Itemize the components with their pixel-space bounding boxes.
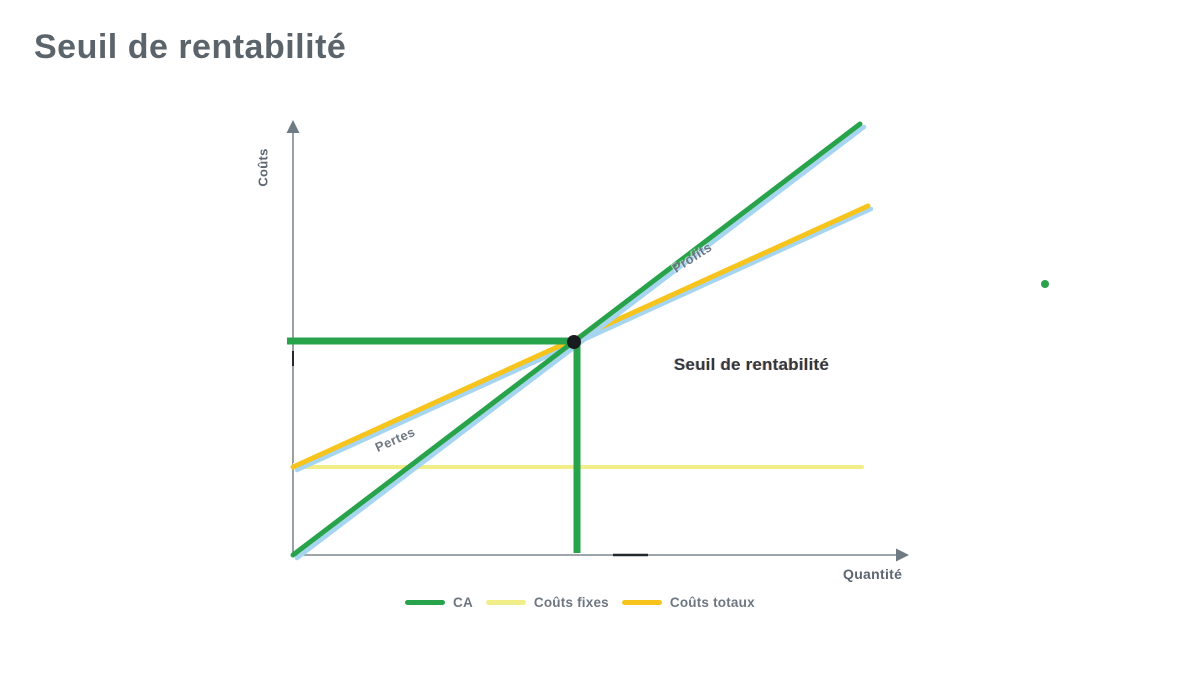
total-costs-line-swatch [621, 600, 662, 605]
chart-legend: CA Coûts fixes Coûts totaux [405, 595, 755, 610]
x-axis-arrowhead [896, 548, 909, 562]
y-axis-arrowhead [286, 120, 300, 133]
x-axis-label: Quantité [843, 566, 903, 582]
stray-green-dot [1041, 280, 1049, 288]
legend-item-couts-totaux: Coûts totaux [621, 595, 755, 610]
legend-item-ca: CA [405, 595, 473, 610]
legend-label-couts-totaux: Coûts totaux [669, 595, 755, 610]
breakeven-annotation: Seuil de rentabilité [674, 355, 830, 374]
breakeven-dot [567, 335, 581, 349]
fixed-costs-line-swatch [485, 600, 526, 605]
y-axis-label: Coûts [255, 148, 271, 187]
legend-item-couts-fixes: Coûts fixes [485, 595, 609, 610]
page-title: Seuil de rentabilité [34, 28, 347, 66]
legend-label-couts-fixes: Coûts fixes [533, 595, 609, 610]
ca-line-swatch [405, 600, 445, 605]
legend-label-ca: CA [453, 595, 473, 610]
